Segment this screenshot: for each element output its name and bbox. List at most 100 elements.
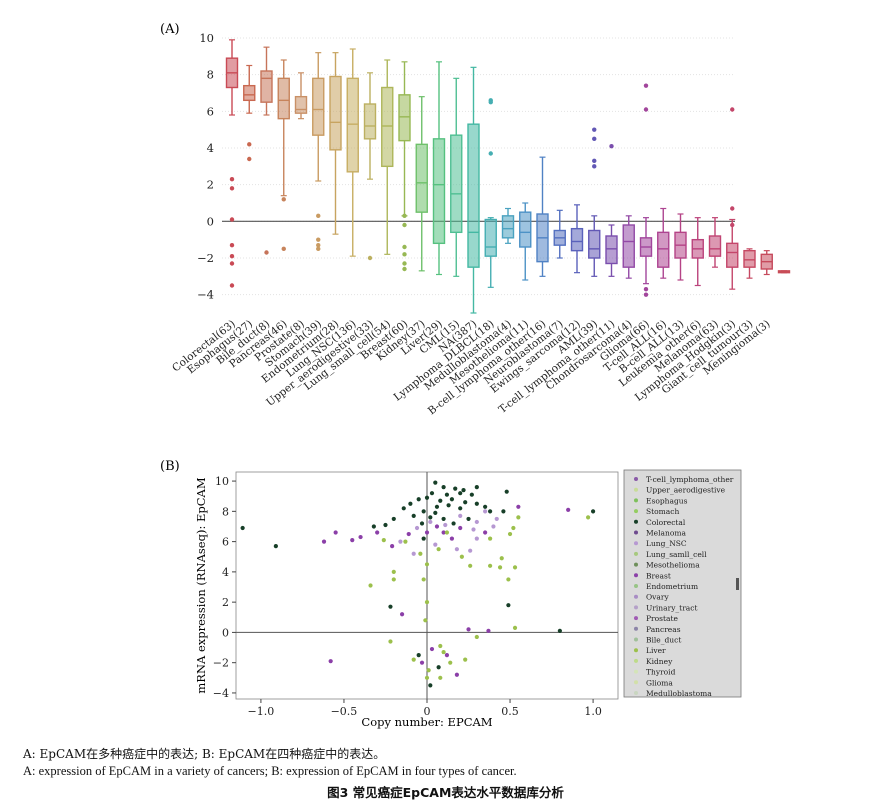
iqr-box [346,77,359,173]
scatter-point [516,515,521,520]
legend-label: Upper_aerodigestive [646,486,726,495]
box-breast-60 [398,61,411,272]
iqr-box [708,235,722,257]
legend-item-breast: Breast [634,571,671,580]
panel-a-label: (A) [160,22,180,37]
box-leukemia-other-6 [691,217,704,287]
scatter-point [474,485,479,490]
box-lung-small-cell-54 [381,59,394,255]
scatter-point [557,628,562,634]
scatter-point [426,668,431,673]
panel-b-scatter: (B) −1.0 −0.5 0 0.5 1.0 −4 −2 0 2 4 6 8 10 Copy numb… [160,459,742,729]
legend-marker [634,487,638,492]
iqr-box [432,138,446,245]
y-tick-label: 0 [222,626,229,639]
outlier-point [609,143,614,149]
outlier-point [402,222,407,228]
scatter-point [418,551,423,556]
scatter-point [441,649,446,655]
legend-marker [634,626,638,631]
iqr-box [467,123,480,268]
y-tick-label: 2 [222,596,229,609]
iqr-box [657,231,670,268]
scatter-point [491,524,496,529]
legend-item-mesothelioma: Mesothelioma [634,561,700,570]
y-tick-label: −4 [213,687,229,700]
iqr-box [501,215,515,239]
iqr-box [726,242,739,268]
legend-item-esophagus: Esophagus [634,496,688,505]
legend-marker [634,509,638,514]
box-endometrium-28 [329,52,342,235]
iqr-box [450,134,463,234]
scatter-point [388,639,393,644]
scatter-point [421,509,426,514]
scatter-point [416,653,421,658]
scatter-point [474,519,479,525]
box-giant-cell-tumour-3 [743,248,756,279]
y-tick-label: 8 [222,505,229,518]
legend-item-t-cell-lymphoma-other: T-cell_lymphoma_other [634,475,734,484]
iqr-box [484,218,497,257]
outlier-point [402,252,407,257]
legend-item-stomach: Stomach [634,507,679,516]
outlier-point [592,127,597,132]
scatter-point [333,530,338,535]
outlier-point [402,261,407,266]
box-stomach-39 [312,52,325,252]
legend-marker [634,541,638,546]
y-tick-label: 6 [207,104,214,118]
scatter-point [458,513,463,518]
iqr-box [398,94,411,142]
legend-scrollbar [736,578,739,590]
box-liver-29 [432,61,446,276]
outlier-point [316,246,321,252]
iqr-box [588,229,601,259]
scatter-point [590,509,596,514]
y-tick-label: −2 [213,657,229,670]
scatter-point [512,625,518,630]
iqr-box [622,224,635,268]
outlier-point [488,99,493,105]
scatter-point [443,522,448,528]
legend-label: Breast [646,571,671,580]
outlier-point [402,213,407,219]
scatter-point [428,519,433,525]
scatter-point [446,503,451,508]
outlier-point [592,164,597,169]
panel-b-ticks: −1.0 −0.5 0 0.5 1.0 −4 −2 0 2 4 6 8 10 [213,475,602,718]
iqr-box [260,70,273,103]
legend-item-lung-samll-cell: Lung_samll_cell [634,550,707,559]
scatter-point [488,509,493,514]
scatter-point [398,539,403,544]
outlier-point [730,206,735,211]
outlier-point [247,156,252,162]
legend-marker [634,594,638,599]
scatter-point [474,634,479,640]
legend-marker [634,680,638,685]
scatter-point [499,556,504,561]
box-pancreas-46 [277,59,290,252]
box-glioma-66 [639,83,653,297]
legend-label: Kidney [646,657,673,666]
box-lung-nsc-136 [346,48,359,257]
scatter-point [483,504,488,509]
scatter-point [516,504,521,509]
x-tick-label: −1.0 [248,705,275,718]
outlier-point [643,292,649,297]
outlier-point [592,136,597,142]
legend-marker [634,573,638,578]
y-tick-label: 2 [207,178,214,192]
scatter-point [441,485,446,490]
scatter-point [429,646,435,652]
outlier-point [229,186,235,191]
outlier-point [229,253,235,259]
scatter-point [458,525,463,531]
box-b-cell-all-13 [674,213,687,281]
legend-item-endometrium: Endometrium [634,582,698,591]
scatter-point [504,489,509,494]
scatter-point [511,525,516,531]
scatter-point [444,492,450,497]
scatter-point [488,536,493,541]
y-tick-label: 4 [207,141,214,155]
